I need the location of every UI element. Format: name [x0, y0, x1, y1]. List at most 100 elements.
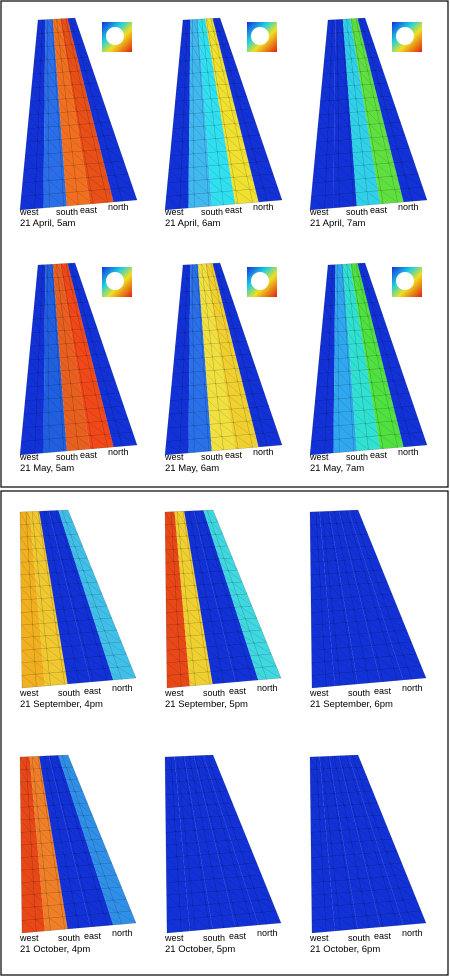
mesh-line — [342, 277, 350, 291]
mesh-line — [175, 599, 188, 612]
mesh-line — [48, 371, 60, 385]
mesh-line — [47, 660, 63, 673]
mesh-line — [347, 277, 356, 291]
mesh-line — [324, 661, 340, 674]
mesh-line — [341, 264, 355, 452]
mesh-line — [88, 177, 105, 190]
panel-caption: 21 October, 5pm — [165, 944, 235, 955]
mesh-line — [30, 346, 39, 360]
mesh-line — [65, 263, 75, 277]
mesh-line — [210, 290, 220, 304]
mesh-line — [394, 189, 413, 202]
surface-band — [29, 756, 68, 931]
mesh-line — [20, 533, 78, 538]
mesh-line — [83, 150, 99, 164]
mesh-line — [188, 510, 199, 524]
mesh-line — [49, 510, 94, 682]
mesh-line — [233, 177, 250, 190]
mesh-line — [23, 160, 124, 170]
mesh-line — [345, 510, 357, 523]
mesh-line — [41, 278, 48, 292]
mesh-line — [47, 46, 55, 60]
mesh-line — [39, 87, 49, 101]
mesh-line — [74, 97, 87, 111]
direction-label: north — [253, 447, 274, 457]
mesh-line — [25, 392, 120, 401]
mesh-line — [223, 558, 238, 571]
mesh-line — [339, 755, 350, 768]
mesh-line — [311, 431, 423, 442]
mesh-line — [352, 72, 363, 85]
mesh-line — [41, 33, 48, 47]
mesh-line — [182, 19, 188, 34]
mesh-line — [165, 533, 223, 538]
mesh-line — [259, 419, 278, 433]
mesh-line — [177, 69, 238, 75]
mesh-line — [67, 111, 80, 125]
mesh-line — [184, 768, 195, 781]
direction-label: west — [309, 452, 329, 462]
mesh-line — [385, 394, 402, 408]
mesh-line — [346, 85, 357, 99]
mesh-line — [70, 383, 85, 397]
mesh-line — [34, 781, 44, 794]
mesh-line — [48, 193, 65, 207]
mesh-line — [68, 878, 85, 891]
mesh-line — [246, 421, 264, 434]
mesh-line — [321, 332, 330, 346]
mesh-line — [20, 778, 78, 783]
mesh-line — [376, 657, 394, 669]
mesh-line — [355, 263, 398, 448]
mesh-line — [343, 854, 357, 867]
mesh-line — [99, 122, 115, 136]
surface-band — [174, 756, 213, 931]
mesh-line — [331, 535, 342, 548]
mesh-line — [325, 288, 374, 293]
mesh-line — [341, 597, 355, 610]
mesh-line — [350, 263, 384, 449]
mesh-line — [349, 384, 363, 397]
mesh-line — [368, 558, 383, 571]
mesh-line — [184, 87, 194, 101]
mesh-line — [164, 509, 214, 513]
mesh-line — [180, 43, 229, 48]
mesh-line — [57, 357, 70, 371]
mesh-line — [32, 69, 93, 75]
mesh-line — [76, 915, 94, 927]
mesh-line — [347, 32, 356, 46]
mesh-line — [179, 661, 195, 674]
mesh-line — [72, 329, 84, 343]
mesh-line — [316, 769, 325, 782]
mesh-line — [47, 291, 55, 305]
mesh-line — [196, 264, 210, 452]
mesh-line — [198, 854, 212, 867]
mesh-line — [201, 817, 214, 830]
mesh-line — [244, 122, 260, 136]
mesh-line — [65, 18, 75, 32]
mesh-line — [219, 608, 235, 620]
mesh-line — [337, 59, 346, 73]
mesh-line — [332, 19, 338, 33]
mesh-line — [336, 523, 347, 536]
mesh-line — [309, 524, 318, 537]
mesh-line — [235, 435, 253, 448]
mesh-line — [95, 394, 112, 408]
mesh-line — [96, 606, 112, 619]
mesh-line — [362, 396, 377, 410]
mesh-line — [341, 842, 355, 855]
mesh-line — [182, 264, 188, 279]
mesh-line — [71, 645, 88, 658]
mesh-line — [35, 181, 50, 195]
mesh-line — [237, 341, 252, 355]
mesh-line — [96, 109, 111, 123]
mesh-line — [25, 756, 34, 770]
mesh-line — [165, 537, 174, 550]
mesh-line — [203, 370, 216, 384]
mesh-line — [165, 832, 177, 845]
mesh-line — [111, 406, 129, 420]
mesh-line — [30, 101, 39, 115]
mesh-line — [364, 17, 428, 201]
mesh-line — [61, 58, 71, 72]
mesh-line — [108, 887, 127, 900]
mesh-line — [179, 906, 195, 919]
